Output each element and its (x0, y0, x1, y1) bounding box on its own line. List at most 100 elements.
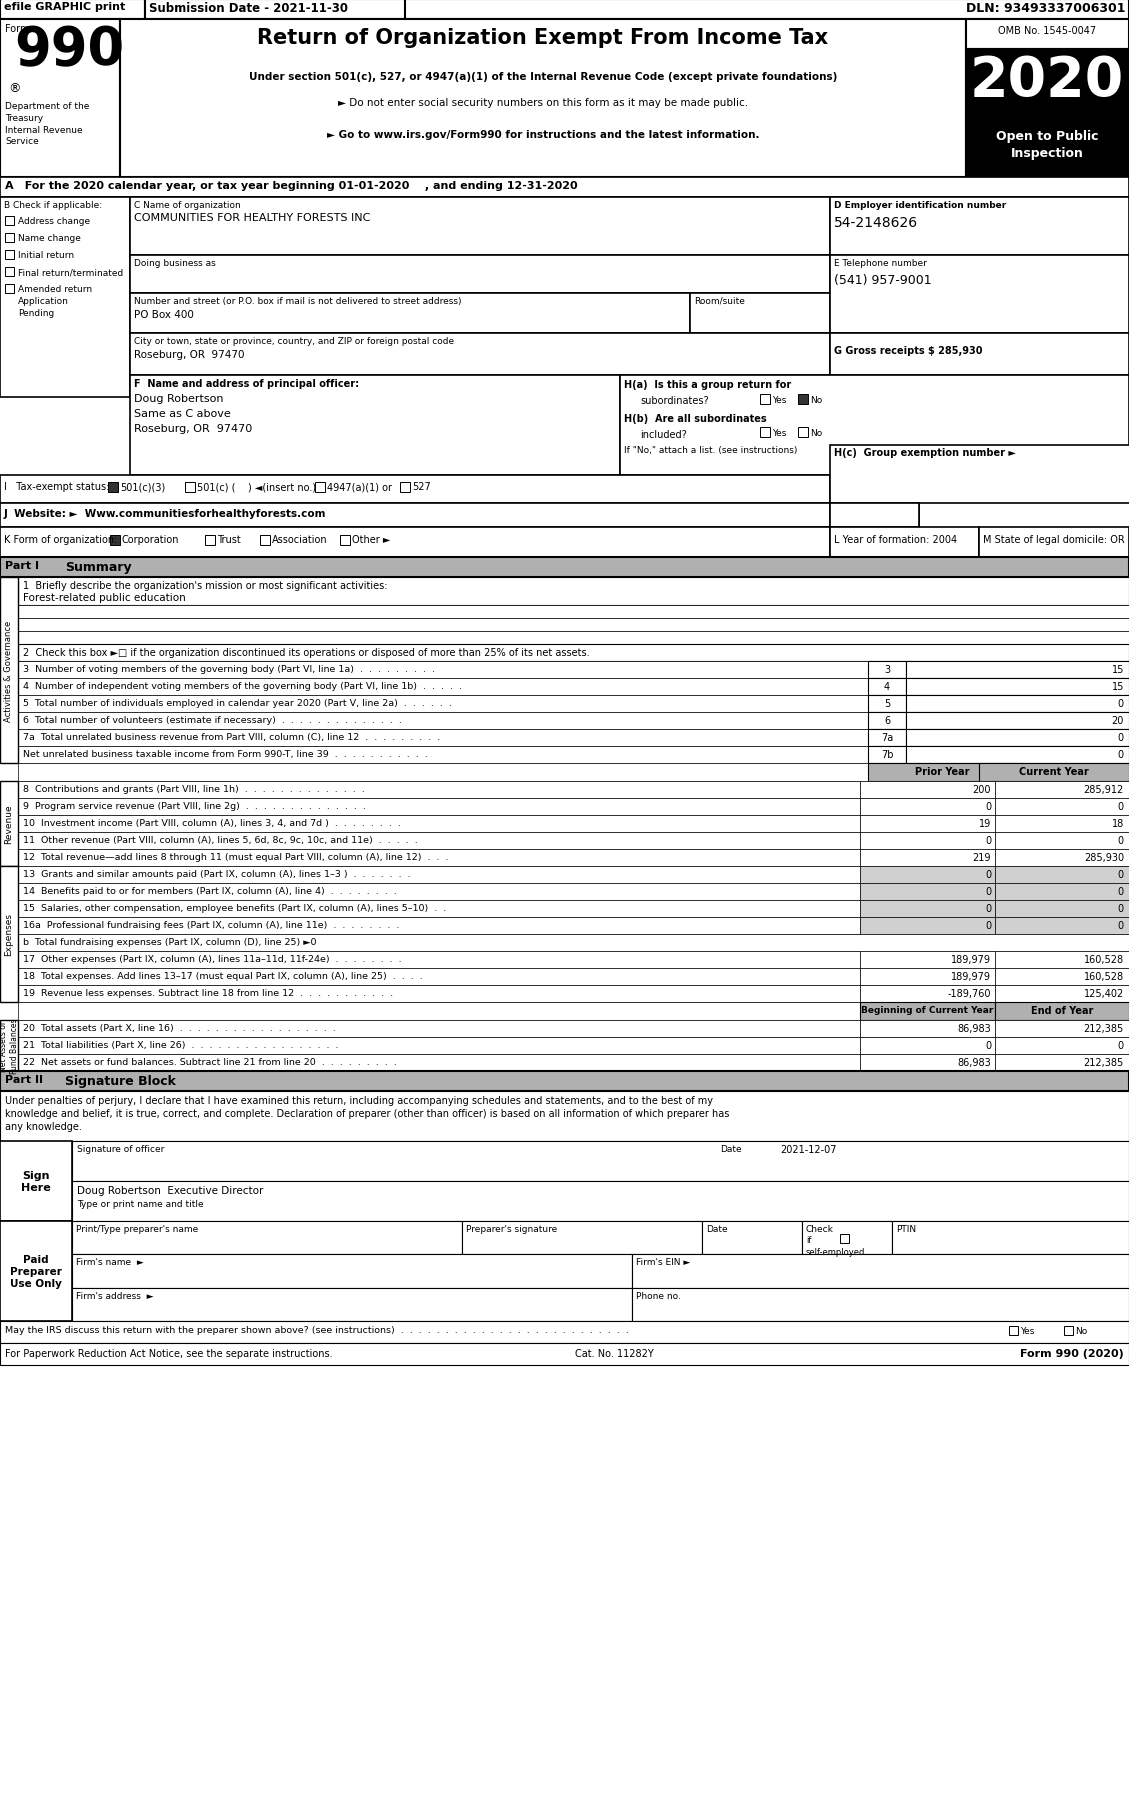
Bar (130, 257, 830, 295)
Bar (18, 578, 1129, 605)
Bar (18, 799, 860, 815)
Text: Roseburg, OR  97470: Roseburg, OR 97470 (134, 351, 245, 360)
Text: Signature Block: Signature Block (65, 1075, 176, 1088)
Text: Yes: Yes (1019, 1326, 1034, 1335)
Bar (400, 482, 410, 493)
Text: Print/Type preparer's name: Print/Type preparer's name (76, 1225, 199, 1234)
Text: 19  Revenue less expenses. Subtract line 18 from line 12  .  .  .  .  .  .  .  .: 19 Revenue less expenses. Subtract line … (23, 988, 393, 997)
Text: 9  Program service revenue (Part VIII, line 2g)  .  .  .  .  .  .  .  .  .  .  .: 9 Program service revenue (Part VIII, li… (23, 802, 366, 811)
Text: 0: 0 (1118, 802, 1124, 811)
Bar (860, 884, 995, 900)
Bar (18, 1003, 860, 1021)
Text: 0: 0 (984, 920, 991, 931)
Text: 18: 18 (1112, 819, 1124, 829)
Bar (18, 782, 860, 799)
Bar (995, 900, 1129, 918)
Bar (620, 376, 1129, 475)
Bar (18, 661, 868, 679)
Bar (110, 535, 120, 546)
Text: Submission Date - 2021-11-30: Submission Date - 2021-11-30 (149, 2, 348, 14)
Text: ► Go to www.irs.gov/Form990 for instructions and the latest information.: ► Go to www.irs.gov/Form990 for instruct… (326, 130, 759, 139)
Text: If "No," attach a list. (see instructions): If "No," attach a list. (see instruction… (624, 446, 797, 455)
Bar (145, 0, 405, 20)
Bar (130, 295, 690, 334)
Text: Revenue: Revenue (5, 804, 14, 844)
Text: 11  Other revenue (Part VIII, column (A), lines 5, 6d, 8c, 9c, 10c, and 11e)  . : 11 Other revenue (Part VIII, column (A),… (23, 835, 418, 844)
Bar (0, 0, 1129, 20)
Text: 4947(a)(1) or: 4947(a)(1) or (327, 482, 392, 492)
Text: City or town, state or province, country, and ZIP or foreign postal code: City or town, state or province, country… (134, 336, 454, 345)
Bar (130, 334, 830, 376)
Text: Phone no.: Phone no. (636, 1292, 681, 1301)
Text: 2020: 2020 (970, 54, 1124, 108)
Bar (18, 618, 1129, 632)
Text: 0: 0 (1118, 904, 1124, 914)
Text: Open to Public
Inspection: Open to Public Inspection (996, 130, 1099, 159)
Bar (860, 815, 995, 833)
Bar (0, 558, 1129, 578)
Text: 0: 0 (1118, 835, 1124, 846)
Text: 501(c)(3): 501(c)(3) (120, 482, 165, 492)
Text: Form 990 (2020): Form 990 (2020) (1021, 1348, 1124, 1359)
Bar (18, 696, 868, 712)
Text: Trust: Trust (217, 535, 240, 544)
Bar (860, 1021, 995, 1037)
Bar (995, 884, 1129, 900)
Bar (979, 528, 1129, 558)
Bar (905, 696, 1129, 712)
Text: 0: 0 (984, 869, 991, 880)
Text: 19: 19 (979, 819, 991, 829)
Text: 7a: 7a (881, 732, 893, 743)
Text: No: No (809, 428, 822, 437)
Text: -189,760: -189,760 (947, 988, 991, 999)
Bar (0, 1321, 1129, 1343)
Text: ► Do not enter social security numbers on this form as it may be made public.: ► Do not enter social security numbers o… (338, 98, 749, 108)
Bar (802, 1222, 892, 1254)
Bar (632, 1288, 1129, 1321)
Text: K Form of organization:: K Form of organization: (5, 535, 117, 544)
Text: 501(c) (    ) ◄(insert no.): 501(c) ( ) ◄(insert no.) (196, 482, 316, 492)
Text: Number and street (or P.O. box if mail is not delivered to street address): Number and street (or P.O. box if mail i… (134, 296, 462, 305)
Bar (18, 712, 868, 730)
Text: Beginning of Current Year: Beginning of Current Year (860, 1005, 994, 1014)
Bar (18, 952, 860, 969)
Bar (18, 867, 860, 884)
Text: PTIN: PTIN (896, 1225, 916, 1234)
Text: Expenses: Expenses (5, 913, 14, 956)
Bar (18, 632, 1129, 645)
Bar (185, 482, 195, 493)
Text: COMMUNITIES FOR HEALTHY FORESTS INC: COMMUNITIES FOR HEALTHY FORESTS INC (134, 213, 370, 222)
Bar (130, 199, 830, 257)
Bar (995, 815, 1129, 833)
Text: 4  Number of independent voting members of the governing body (Part VI, line 1b): 4 Number of independent voting members o… (23, 681, 462, 690)
Text: Yes: Yes (772, 396, 787, 405)
Text: Doug Robertson: Doug Robertson (134, 394, 224, 403)
Bar (860, 1055, 995, 1072)
Bar (18, 764, 868, 782)
Bar (18, 1021, 860, 1037)
Bar (966, 121, 1129, 177)
Bar (905, 712, 1129, 730)
Bar (632, 1254, 1129, 1288)
Bar (0, 1142, 72, 1222)
Text: Cat. No. 11282Y: Cat. No. 11282Y (575, 1348, 654, 1359)
Text: 16a  Professional fundraising fees (Part IX, column (A), line 11e)  .  .  .  .  : 16a Professional fundraising fees (Part … (23, 920, 400, 929)
Text: Preparer's signature: Preparer's signature (466, 1225, 558, 1234)
Text: Initial return: Initial return (18, 251, 75, 260)
Text: Net unrelated business taxable income from Form 990-T, line 39  .  .  .  .  .  .: Net unrelated business taxable income fr… (23, 750, 428, 759)
Text: 10  Investment income (Part VIII, column (A), lines 3, 4, and 7d )  .  .  .  .  : 10 Investment income (Part VIII, column … (23, 819, 401, 828)
Bar (18, 985, 860, 1003)
Bar (995, 849, 1129, 867)
Bar (72, 1182, 1129, 1222)
Text: 13  Grants and similar amounts paid (Part IX, column (A), lines 1–3 )  .  .  .  : 13 Grants and similar amounts paid (Part… (23, 869, 411, 878)
Bar (905, 661, 1129, 679)
Text: Same as C above: Same as C above (134, 408, 230, 419)
Text: Firm's name  ►: Firm's name ► (76, 1258, 143, 1267)
Bar (0, 578, 18, 764)
Text: subordinates?: subordinates? (640, 396, 709, 407)
Text: 86,983: 86,983 (957, 1057, 991, 1068)
Text: 15  Salaries, other compensation, employee benefits (Part IX, column (A), lines : 15 Salaries, other compensation, employe… (23, 904, 446, 913)
Bar (798, 394, 808, 405)
Text: B Check if applicable:: B Check if applicable: (5, 201, 102, 210)
Bar (0, 177, 1129, 199)
